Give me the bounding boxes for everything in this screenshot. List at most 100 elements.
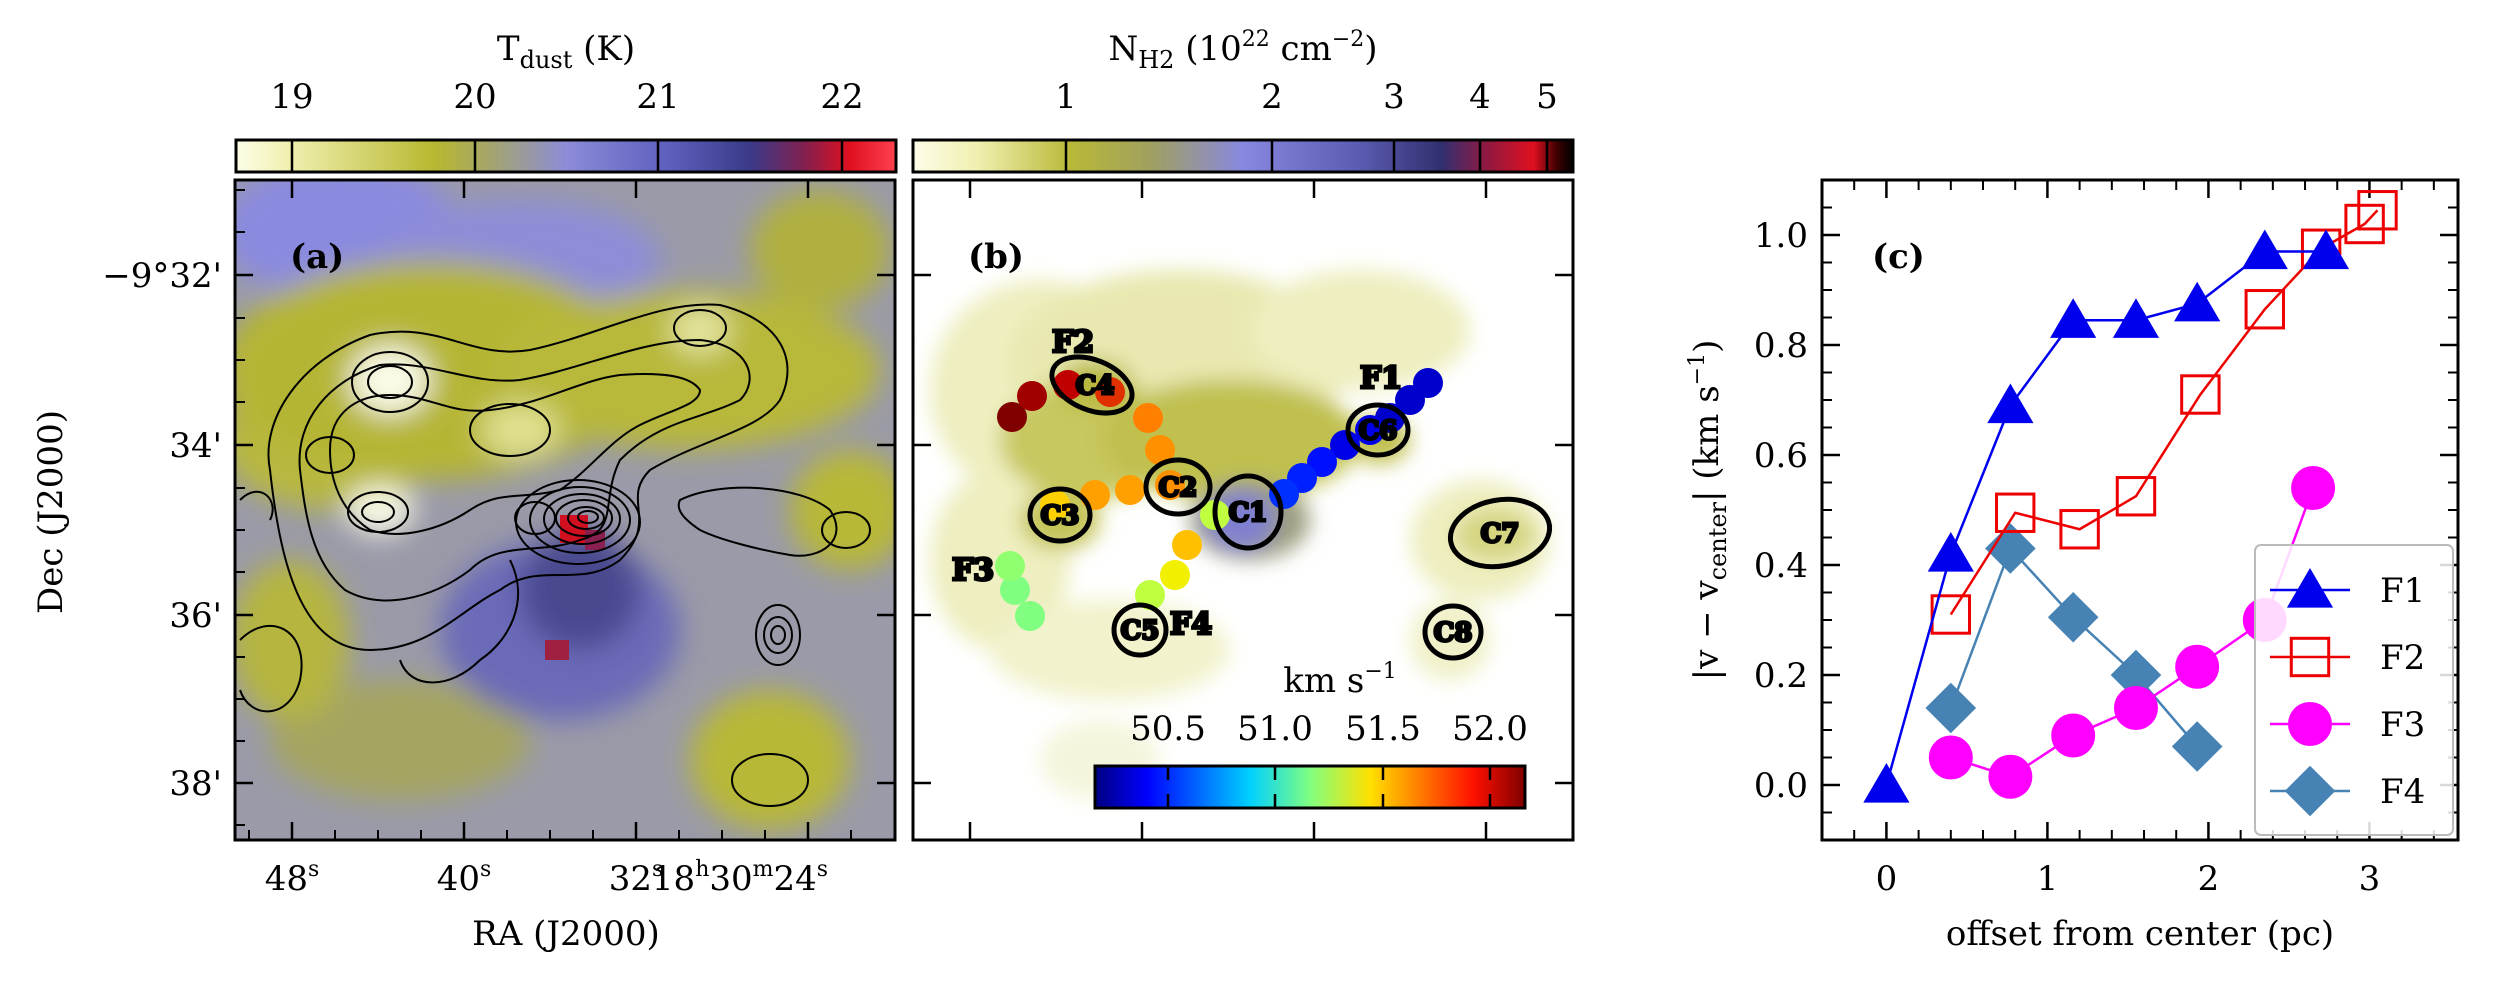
ra-tick: 40s <box>437 857 492 899</box>
data-point <box>1927 532 1974 572</box>
panel-c-legend: F1 F2 F3 F4 <box>2254 544 2454 836</box>
data-point <box>2115 476 2157 517</box>
series-f4 <box>1925 523 2223 772</box>
panel-c-xlabel: offset from center (pc) <box>1946 914 2334 954</box>
tdust-map <box>235 180 895 840</box>
panel-c-series <box>1863 190 2398 803</box>
y-tick-label: 0.0 <box>1754 766 1808 806</box>
ra-tick: 18h30m24s <box>652 857 828 899</box>
velocity-tick: 50.5 <box>1130 709 1206 749</box>
legend-label: F1 <box>2380 571 2425 611</box>
x-tick-label: 3 <box>2359 859 2381 899</box>
data-point <box>1925 682 1977 734</box>
data-point <box>1987 383 2034 424</box>
nh2-tick: 2 <box>1261 77 1283 117</box>
data-point <box>2112 298 2160 338</box>
nh2-colorbar-label: NH2 (1022 cm−2) <box>1108 27 1377 74</box>
y-tick-label: 0.2 <box>1754 656 1808 696</box>
data-point <box>2047 591 2099 643</box>
legend-marker <box>2284 765 2336 817</box>
nh2-tick: 3 <box>1383 77 1405 117</box>
nh2-tick: 5 <box>1536 77 1558 117</box>
tdust-tick: 22 <box>820 77 863 117</box>
data-point <box>2357 190 2398 231</box>
tdust-tick: 21 <box>636 77 679 117</box>
data-point <box>2302 229 2350 270</box>
panel-c-chart: 0 1 2 3 0.0 0.2 0.4 0.6 0.8 1.0 (c) offset from c… <box>1685 178 2460 954</box>
nh2-colorbar <box>911 138 1575 174</box>
legend-marker <box>2288 702 2332 746</box>
x-tick-label: 2 <box>2198 859 2220 899</box>
tdust-tick: 19 <box>270 77 313 117</box>
filament-label: F2 <box>1052 325 1094 360</box>
dec-tick: −9°32' <box>102 256 222 296</box>
panel-c-letter: (c) <box>1872 237 1925 277</box>
core-label: C7 <box>1481 519 1520 549</box>
panel-a-frame <box>233 178 897 842</box>
panel-b-frame <box>911 178 1575 842</box>
data-point <box>2171 721 2223 772</box>
nh2-contours <box>239 303 871 807</box>
panel-a-ticks <box>235 180 895 840</box>
y-tick-label: 1.0 <box>1754 216 1808 256</box>
velocity-colorbar-label: km s−1 <box>1283 659 1397 701</box>
filament-label: F3 <box>952 553 994 588</box>
nh2-tick: 1 <box>1055 77 1077 117</box>
filament-labels: F1 F2 F3 F4 <box>951 324 1404 644</box>
legend-marker <box>2286 568 2334 608</box>
core-label: C6 <box>1359 416 1398 446</box>
data-point <box>2051 713 2096 758</box>
core-label: C4 <box>1076 371 1115 401</box>
tdust-tick: 20 <box>453 77 496 117</box>
y-tick-label: 0.4 <box>1754 546 1808 586</box>
nh2-map: C1 C2 C3 C4 C5 C6 C7 C8 F1 F2 F3 F4 km s… <box>913 180 1573 840</box>
data-point <box>2113 686 2158 730</box>
panel-a-letter: (a) <box>290 237 344 277</box>
data-point <box>1928 735 1973 780</box>
legend-label: F2 <box>2380 638 2425 678</box>
data-point <box>2180 374 2221 415</box>
data-point <box>2241 229 2288 270</box>
series-f1 <box>1863 229 2350 803</box>
series-line <box>1949 209 2379 616</box>
y-tick-label: 0.8 <box>1754 326 1808 366</box>
ra-axis-label: RA (J2000) <box>472 914 660 954</box>
data-point <box>1863 763 1910 803</box>
data-point <box>2291 466 2336 510</box>
nh2-tick: 4 <box>1469 77 1491 117</box>
data-point <box>1930 594 1972 635</box>
series-f2 <box>1930 190 2398 635</box>
panel-a: 19 20 21 22 Tdust (K) <box>31 29 898 954</box>
data-point <box>1995 492 2036 533</box>
data-point <box>2050 298 2097 338</box>
velocity-tick: 51.5 <box>1345 709 1421 749</box>
data-point <box>2059 509 2100 550</box>
data-point <box>2110 649 2162 701</box>
core-label: C5 <box>1121 616 1160 646</box>
ra-tick: 48s <box>265 857 320 899</box>
data-point <box>2244 289 2285 330</box>
y-tick-label: 0.6 <box>1754 436 1808 476</box>
panel-b-ticks <box>913 180 1573 840</box>
legend-entry-f4: F4 <box>2270 765 2425 817</box>
legend-label: F3 <box>2380 705 2425 745</box>
velocity-tick: 51.0 <box>1237 709 1313 749</box>
panel-c-axes: 0 1 2 3 0.0 0.2 0.4 0.6 0.8 1.0 <box>1754 179 2458 899</box>
legend-marker <box>2289 636 2331 678</box>
velocity-colorbar <box>1093 764 1527 810</box>
dec-tick: 36' <box>169 596 222 636</box>
data-point <box>2174 281 2221 322</box>
dec-axis-label: Dec (J2000) <box>31 410 71 614</box>
ra-tick: 32s <box>609 857 664 899</box>
core-ellipses <box>1027 354 1553 661</box>
dec-tick: 34' <box>169 426 222 466</box>
velocity-tick: 52.0 <box>1452 709 1528 749</box>
data-point <box>2175 644 2220 689</box>
legend-entry-f1: F1 <box>2270 568 2425 611</box>
data-point <box>1985 523 2036 574</box>
dec-tick: 38' <box>169 764 222 804</box>
core-label: C8 <box>1434 618 1473 648</box>
panel-b-letter: (b) <box>968 237 1024 277</box>
x-tick-label: 1 <box>2037 859 2059 899</box>
